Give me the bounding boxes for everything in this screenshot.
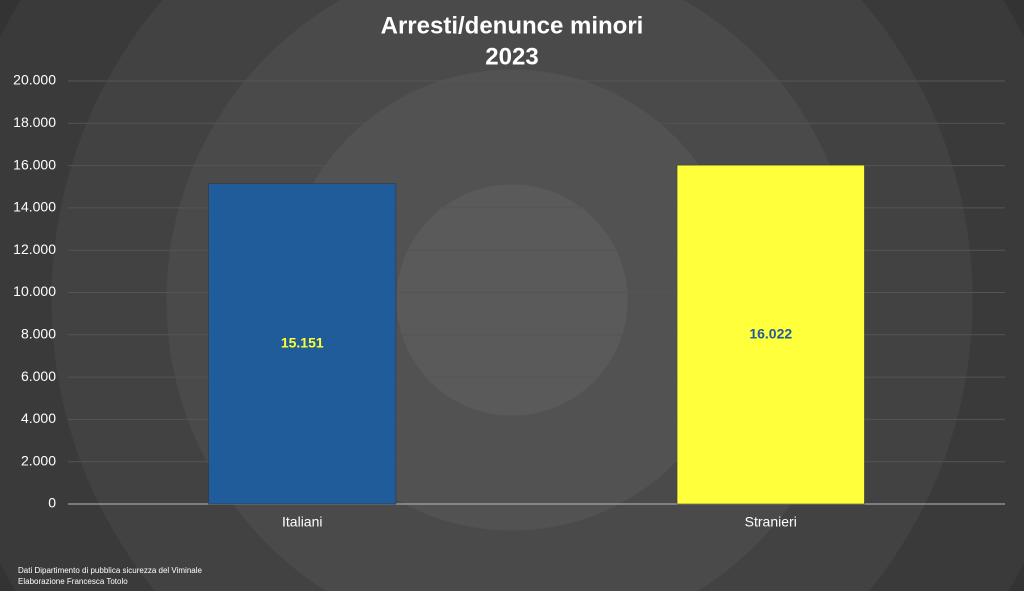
x-tick-label: Stranieri <box>745 514 797 530</box>
data-label: 16.022 <box>749 325 792 341</box>
y-tick-label: 14.000 <box>13 199 56 215</box>
bar <box>676 164 865 505</box>
chart-title: Arresti/denunce minori <box>381 12 644 39</box>
bar <box>208 183 397 505</box>
y-tick-label: 18.000 <box>13 114 56 130</box>
x-tick-label: Italiani <box>282 514 322 530</box>
author-note: Elaborazione Francesca Totolo <box>18 577 128 586</box>
y-tick-label: 12.000 <box>13 241 56 257</box>
y-tick-label: 2.000 <box>21 452 56 468</box>
data-label: 15.151 <box>281 334 324 350</box>
y-tick-label: 4.000 <box>21 410 56 426</box>
y-tick-label: 0 <box>48 495 56 511</box>
source-note: Dati Dipartimento di pubblica sicurezza … <box>18 566 202 575</box>
y-tick-label: 20.000 <box>13 72 56 88</box>
y-tick-label: 10.000 <box>13 283 56 299</box>
y-tick-label: 8.000 <box>21 326 56 342</box>
chart-subtitle: 2023 <box>485 43 538 70</box>
y-tick-label: 16.000 <box>13 156 56 172</box>
y-tick-label: 6.000 <box>21 368 56 384</box>
